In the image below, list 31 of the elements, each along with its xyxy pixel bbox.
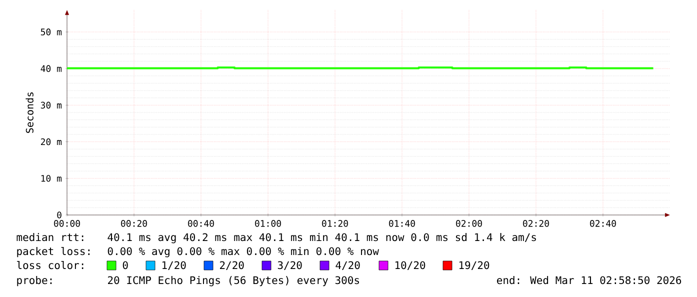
y-tick-label: 10 m bbox=[41, 174, 62, 182]
legend-label: 10/20 bbox=[395, 261, 426, 270]
x-tick-label: 00:40 bbox=[188, 220, 214, 227]
text: probe: bbox=[17, 276, 52, 286]
y-tick-label: 20 m bbox=[40, 138, 62, 146]
x-tick-label: 01:00 bbox=[255, 220, 281, 227]
y-axis-title: Seconds bbox=[26, 92, 34, 133]
text: end: Wed Mar 11 02:58:50 2026 bbox=[496, 276, 682, 284]
x-tick-label: 00:00 bbox=[54, 220, 80, 227]
legend-label: 19/20 bbox=[459, 261, 490, 270]
x-tick-label: 01:40 bbox=[389, 220, 415, 227]
x-tick-label: 00:20 bbox=[121, 220, 147, 227]
y-tick-label: 40 m bbox=[40, 65, 62, 72]
x-tick-label: 02:00 bbox=[456, 220, 482, 227]
text: 40.1 ms avg 40.2 ms max 40.1 ms min 40.1 ms now 0.0 ms sd 1.4 k am/s bbox=[108, 233, 536, 244]
x-tick-label: 02:20 bbox=[523, 220, 549, 227]
text: 20 ICMP Echo Pings (56 Bytes) every 300s bbox=[108, 276, 359, 286]
text: packet loss: bbox=[17, 246, 90, 258]
legend-title: loss color: bbox=[17, 260, 84, 270]
legend-label: 2/20 bbox=[220, 261, 244, 270]
legend-label: 1/20 bbox=[162, 261, 186, 270]
y-tick-label: 50 m bbox=[40, 28, 62, 36]
x-tick-label: 01:20 bbox=[322, 220, 348, 227]
legend-label: 4/20 bbox=[336, 261, 360, 270]
x-tick-label: 02:40 bbox=[590, 220, 616, 227]
y-tick-label: 30 m bbox=[40, 102, 62, 109]
legend-label: 3/20 bbox=[278, 261, 302, 270]
y-tick-label: 0 bbox=[57, 212, 62, 218]
text: 0.00 % avg 0.00 % max 0.00 % min 0.00 % now bbox=[108, 247, 379, 258]
text: median rtt: bbox=[16, 233, 84, 242]
legend-label: 0 bbox=[122, 261, 128, 270]
